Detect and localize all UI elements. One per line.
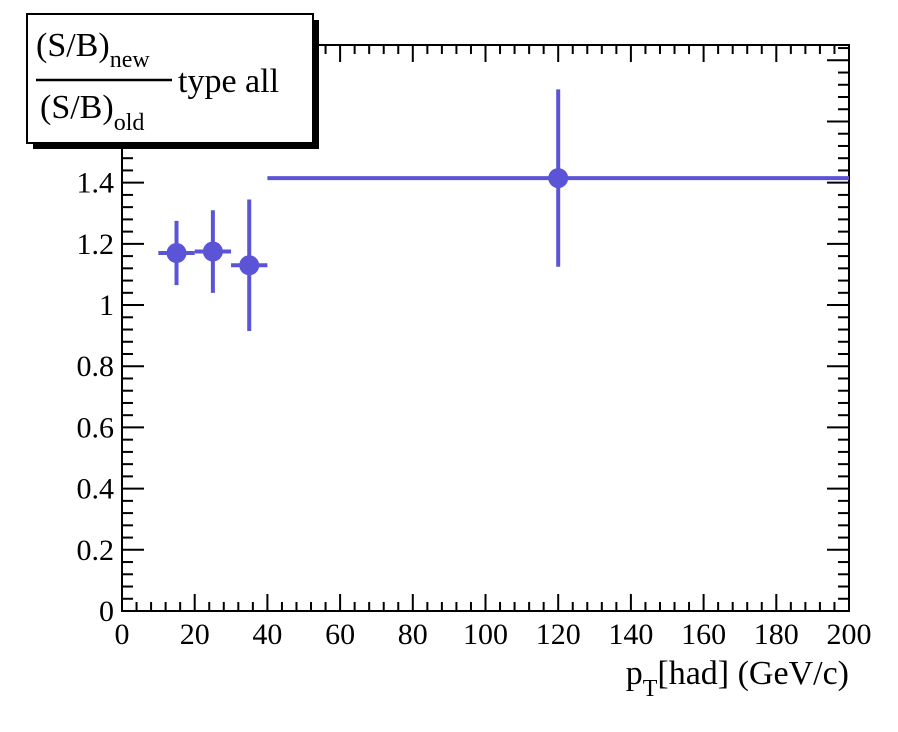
x-axis-label-main: p bbox=[626, 655, 643, 692]
x-axis-tick-labels: 0 20 40 60 80 100 120 140 160 180 200 bbox=[115, 618, 872, 651]
x-axis-label: pT[had] (GeV/c) bbox=[626, 655, 849, 702]
title-numerator-subscript: new bbox=[110, 47, 151, 73]
x-tick-label: 0 bbox=[115, 618, 130, 651]
data-point bbox=[202, 241, 223, 262]
title-denominator: (S/B)old bbox=[40, 89, 144, 136]
y-tick-label: 1.2 bbox=[77, 228, 115, 261]
x-axis-label-subscript: T bbox=[643, 676, 658, 702]
x-tick-label: 80 bbox=[398, 618, 428, 651]
y-tick-label: 0.2 bbox=[77, 534, 115, 567]
x-tick-label: 120 bbox=[536, 618, 581, 651]
x-tick-label: 140 bbox=[608, 618, 653, 651]
y-tick-label: 0.8 bbox=[77, 350, 115, 383]
x-tick-label: 100 bbox=[463, 618, 508, 651]
x-axis-label-rest: [had] (GeV/c) bbox=[657, 655, 849, 692]
title-denominator-subscript: old bbox=[114, 110, 145, 136]
title-box-frame bbox=[26, 13, 314, 144]
title-denominator-main: (S/B) bbox=[40, 89, 114, 126]
x-tick-label: 160 bbox=[681, 618, 726, 651]
x-tick-label: 20 bbox=[180, 618, 210, 651]
y-tick-label: 0 bbox=[99, 595, 114, 628]
data-point bbox=[239, 255, 260, 276]
x-tick-label: 40 bbox=[252, 618, 282, 651]
x-tick-label: 200 bbox=[827, 618, 872, 651]
x-tick-label: 60 bbox=[325, 618, 355, 651]
y-tick-label: 0.4 bbox=[77, 473, 115, 506]
y-tick-label: 1.4 bbox=[77, 167, 115, 200]
data-series bbox=[158, 89, 849, 332]
x-axis-ticks bbox=[121, 45, 850, 611]
title-numerator-main: (S/B) bbox=[36, 27, 110, 64]
title-numerator: (S/B)new bbox=[36, 27, 150, 73]
y-axis-tick-labels: 00.20.40.60.811.21.41.6 bbox=[77, 105, 115, 628]
y-tick-label: 1 bbox=[99, 289, 114, 322]
data-point bbox=[166, 243, 187, 264]
y-axis-ticks bbox=[122, 47, 849, 612]
title-box: (S/B)new (S/B)old type all bbox=[26, 13, 319, 149]
x-tick-label: 180 bbox=[754, 618, 799, 651]
y-tick-label: 0.6 bbox=[77, 411, 115, 444]
title-suffix: type all bbox=[178, 63, 279, 100]
data-point bbox=[548, 168, 569, 189]
